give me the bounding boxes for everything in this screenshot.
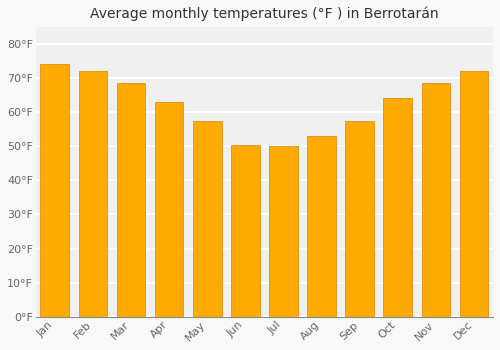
Bar bbox=[269, 146, 298, 317]
Bar bbox=[422, 83, 450, 317]
Bar bbox=[116, 83, 146, 317]
Bar bbox=[460, 71, 488, 317]
Bar bbox=[308, 136, 336, 317]
Bar bbox=[231, 145, 260, 317]
Bar bbox=[155, 102, 184, 317]
Bar bbox=[78, 71, 107, 317]
Bar bbox=[384, 98, 412, 317]
Bar bbox=[346, 121, 374, 317]
Bar bbox=[40, 64, 69, 317]
Title: Average monthly temperatures (°F ) in Berrotarán: Average monthly temperatures (°F ) in Be… bbox=[90, 7, 439, 21]
Bar bbox=[193, 121, 222, 317]
